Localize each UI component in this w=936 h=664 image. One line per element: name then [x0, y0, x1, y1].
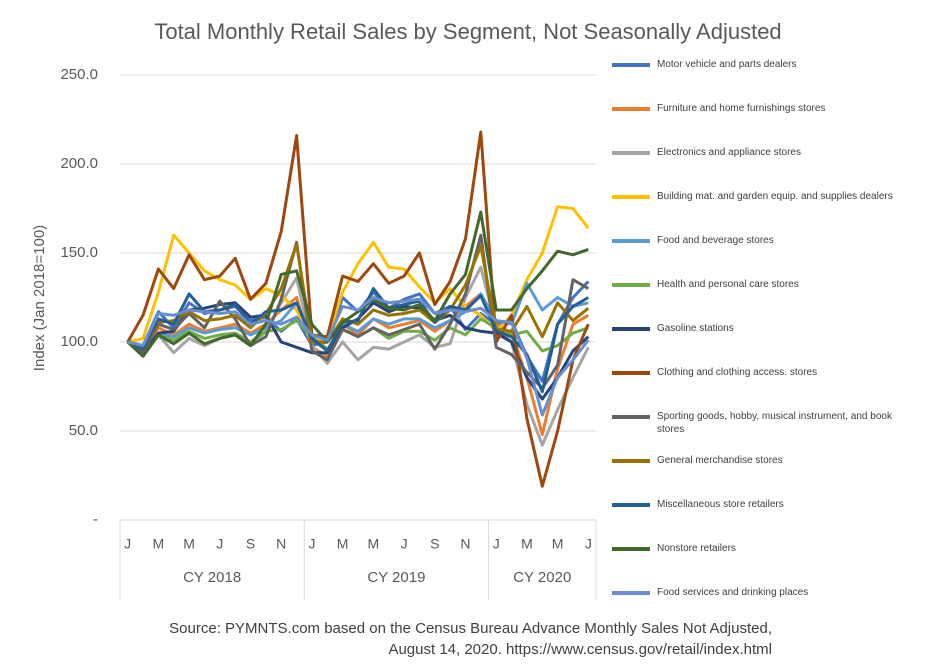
legend-entry: Building mat. and garden equip. and supp… [612, 190, 928, 203]
source-line: Source: PYMNTS.com based on the Census B… [169, 620, 772, 637]
x-tick-label: S [430, 536, 439, 552]
legend-swatch [612, 63, 650, 67]
legend-swatch [612, 151, 650, 155]
x-tick-label: M [368, 536, 380, 552]
x-tick-label: M [183, 536, 195, 552]
legend-label: General merchandise stores [657, 455, 783, 466]
y-tick-label: 250.0 [60, 66, 98, 83]
chart-title: Total Monthly Retail Sales by Segment, N… [154, 19, 781, 44]
legend-label: Electronics and appliance stores [657, 147, 801, 158]
x-tick-label: N [276, 536, 286, 552]
legend-label: Health and personal care stores [657, 279, 799, 290]
legend-label: Food and beverage stores [657, 235, 774, 246]
y-tick-label: 150.0 [60, 244, 98, 261]
series-line [126, 210, 589, 358]
y-tick-label: 200.0 [60, 155, 98, 172]
legend-swatch [612, 283, 650, 287]
x-tick-label: M [521, 536, 533, 552]
legend-swatch [612, 107, 650, 111]
legend-entry: Food and beverage stores [612, 234, 928, 247]
legend-entry: Motor vehicle and parts dealers [612, 58, 928, 71]
legend-swatch [612, 327, 650, 331]
x-tick-label: M [153, 536, 165, 552]
legend-label: Sporting goods, hobby, musical instrumen… [657, 411, 892, 435]
group-label: CY 2018 [183, 569, 241, 586]
legend-entry: Health and personal care stores [612, 278, 928, 291]
legend-swatch [612, 415, 650, 419]
legend-entry: Miscellaneous store retailers [612, 498, 928, 511]
legend-swatch [612, 239, 650, 243]
x-tick-label: J [308, 536, 315, 552]
legend-label: Gasoline stations [657, 323, 734, 334]
legend-swatch [612, 547, 650, 551]
group-label: CY 2020 [513, 569, 571, 586]
y-axis-title: Index (Jan 2018=100) [31, 225, 48, 371]
legend-label: Motor vehicle and parts dealers [657, 59, 797, 70]
x-tick-label: J [401, 536, 408, 552]
group-label: CY 2019 [367, 569, 425, 586]
source-line: August 14, 2020. https://www.census.gov/… [388, 641, 772, 658]
legend-swatch [612, 195, 650, 199]
legend-entry: Clothing and clothing access. stores [612, 366, 928, 379]
x-tick-label: S [246, 536, 255, 552]
legend-entry: Gasoline stations [612, 322, 928, 335]
series-line [127, 296, 590, 417]
x-tick-label: N [460, 536, 470, 552]
series-line [126, 292, 590, 437]
x-tick-label: J [124, 536, 131, 552]
x-tick-label: J [216, 536, 223, 552]
y-tick-label: 50.0 [69, 422, 98, 439]
legend-label: Miscellaneous store retailers [657, 499, 784, 510]
legend-label: Food services and drinking places [657, 587, 809, 598]
legend-entry: Sporting goods, hobby, musical instrumen… [612, 410, 928, 436]
legend-entry: Food services and drinking places [612, 586, 928, 599]
legend-label: Building mat. and garden equip. and supp… [657, 191, 893, 202]
series-line [127, 242, 590, 351]
source: Source: PYMNTS.com based on the Census B… [100, 618, 772, 660]
legend-entry: Nonstore retailers [612, 542, 928, 555]
legend-label: Furniture and home furnishings stores [657, 103, 826, 114]
legend-label: Clothing and clothing access. stores [657, 367, 818, 378]
legend-entry: General merchandise stores [612, 454, 928, 467]
x-tick-label: J [493, 536, 500, 552]
x-tick-label: M [552, 536, 564, 552]
y-tick-label: - [93, 511, 98, 528]
x-tick-label: J [585, 536, 592, 552]
legend-swatch [612, 591, 650, 595]
legend-entry: Furniture and home furnishings stores [612, 102, 928, 115]
legend-swatch [612, 503, 650, 507]
series-line [126, 233, 590, 390]
legend-swatch [612, 459, 650, 463]
legend-entry: Electronics and appliance stores [612, 146, 928, 159]
y-tick-label: 100.0 [60, 333, 98, 350]
legend-swatch [612, 371, 650, 375]
legend-label: Nonstore retailers [657, 543, 736, 554]
series-line [126, 130, 590, 488]
x-tick-label: M [337, 536, 349, 552]
